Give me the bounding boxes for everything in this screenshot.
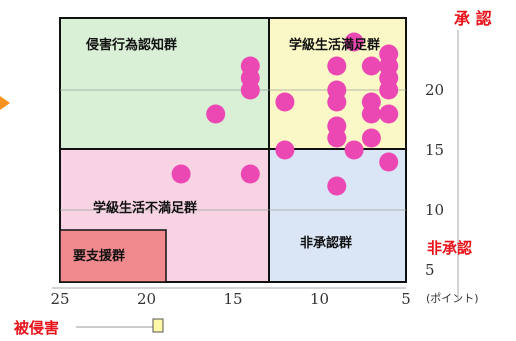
data-point-8 bbox=[327, 56, 347, 76]
label-support-needed: 要支援群 bbox=[73, 248, 125, 264]
data-point-3 bbox=[206, 104, 226, 124]
data-point-6 bbox=[275, 92, 295, 112]
x-tick-label: 10 bbox=[310, 290, 329, 308]
data-point-12 bbox=[327, 128, 347, 148]
left-orange-arrow bbox=[0, 96, 10, 110]
y-tick-label: 10 bbox=[425, 201, 444, 219]
x-axis-unit-label: (ポイント) bbox=[426, 292, 479, 305]
x-tick-label: 25 bbox=[50, 290, 69, 308]
axes bbox=[52, 30, 459, 300]
data-points bbox=[171, 32, 399, 196]
data-point-19 bbox=[361, 128, 381, 148]
infringement-axis-label: 被侵害 bbox=[14, 319, 59, 337]
data-point-24 bbox=[379, 104, 399, 124]
quadrant-infringement-recognized bbox=[59, 17, 270, 150]
y-tick-label: 5 bbox=[425, 261, 435, 279]
data-point-18 bbox=[361, 104, 381, 124]
label-non-approval: 非承認群 bbox=[300, 235, 352, 251]
grid-lines bbox=[60, 89, 406, 211]
data-point-15 bbox=[344, 140, 364, 160]
x-tick-label: 5 bbox=[401, 290, 411, 308]
data-point-25 bbox=[379, 152, 399, 172]
data-point-10 bbox=[327, 92, 347, 112]
approval-axis-label: 承 認 bbox=[454, 9, 492, 28]
label-infringement-recognized: 侵害行為認知群 bbox=[85, 37, 177, 53]
data-point-14 bbox=[344, 32, 364, 52]
quadrant-backgrounds bbox=[59, 17, 407, 283]
label-satisfied: 学級生活満足群 bbox=[289, 37, 380, 53]
data-point-13 bbox=[327, 176, 347, 196]
data-point-4 bbox=[171, 164, 191, 184]
data-point-16 bbox=[361, 56, 381, 76]
data-point-2 bbox=[240, 80, 260, 100]
x-tick-label: 20 bbox=[137, 290, 156, 308]
x-tick-label: 15 bbox=[223, 290, 242, 308]
y-tick-label: 15 bbox=[425, 141, 444, 159]
non-approval-axis-label: 非承認 bbox=[427, 239, 472, 257]
y-tick-label: 20 bbox=[425, 81, 444, 99]
label-dissatisfied: 学級生活不満足群 bbox=[93, 200, 197, 216]
legend-marker bbox=[152, 318, 164, 333]
data-point-7 bbox=[275, 140, 295, 160]
data-point-23 bbox=[379, 80, 399, 100]
quadrant-support-needed bbox=[59, 229, 167, 283]
quadrant-non-approval bbox=[268, 148, 407, 283]
tick-labels: 25 20 15 10 55 10 15 20 bbox=[50, 81, 444, 308]
data-point-5 bbox=[240, 164, 260, 184]
